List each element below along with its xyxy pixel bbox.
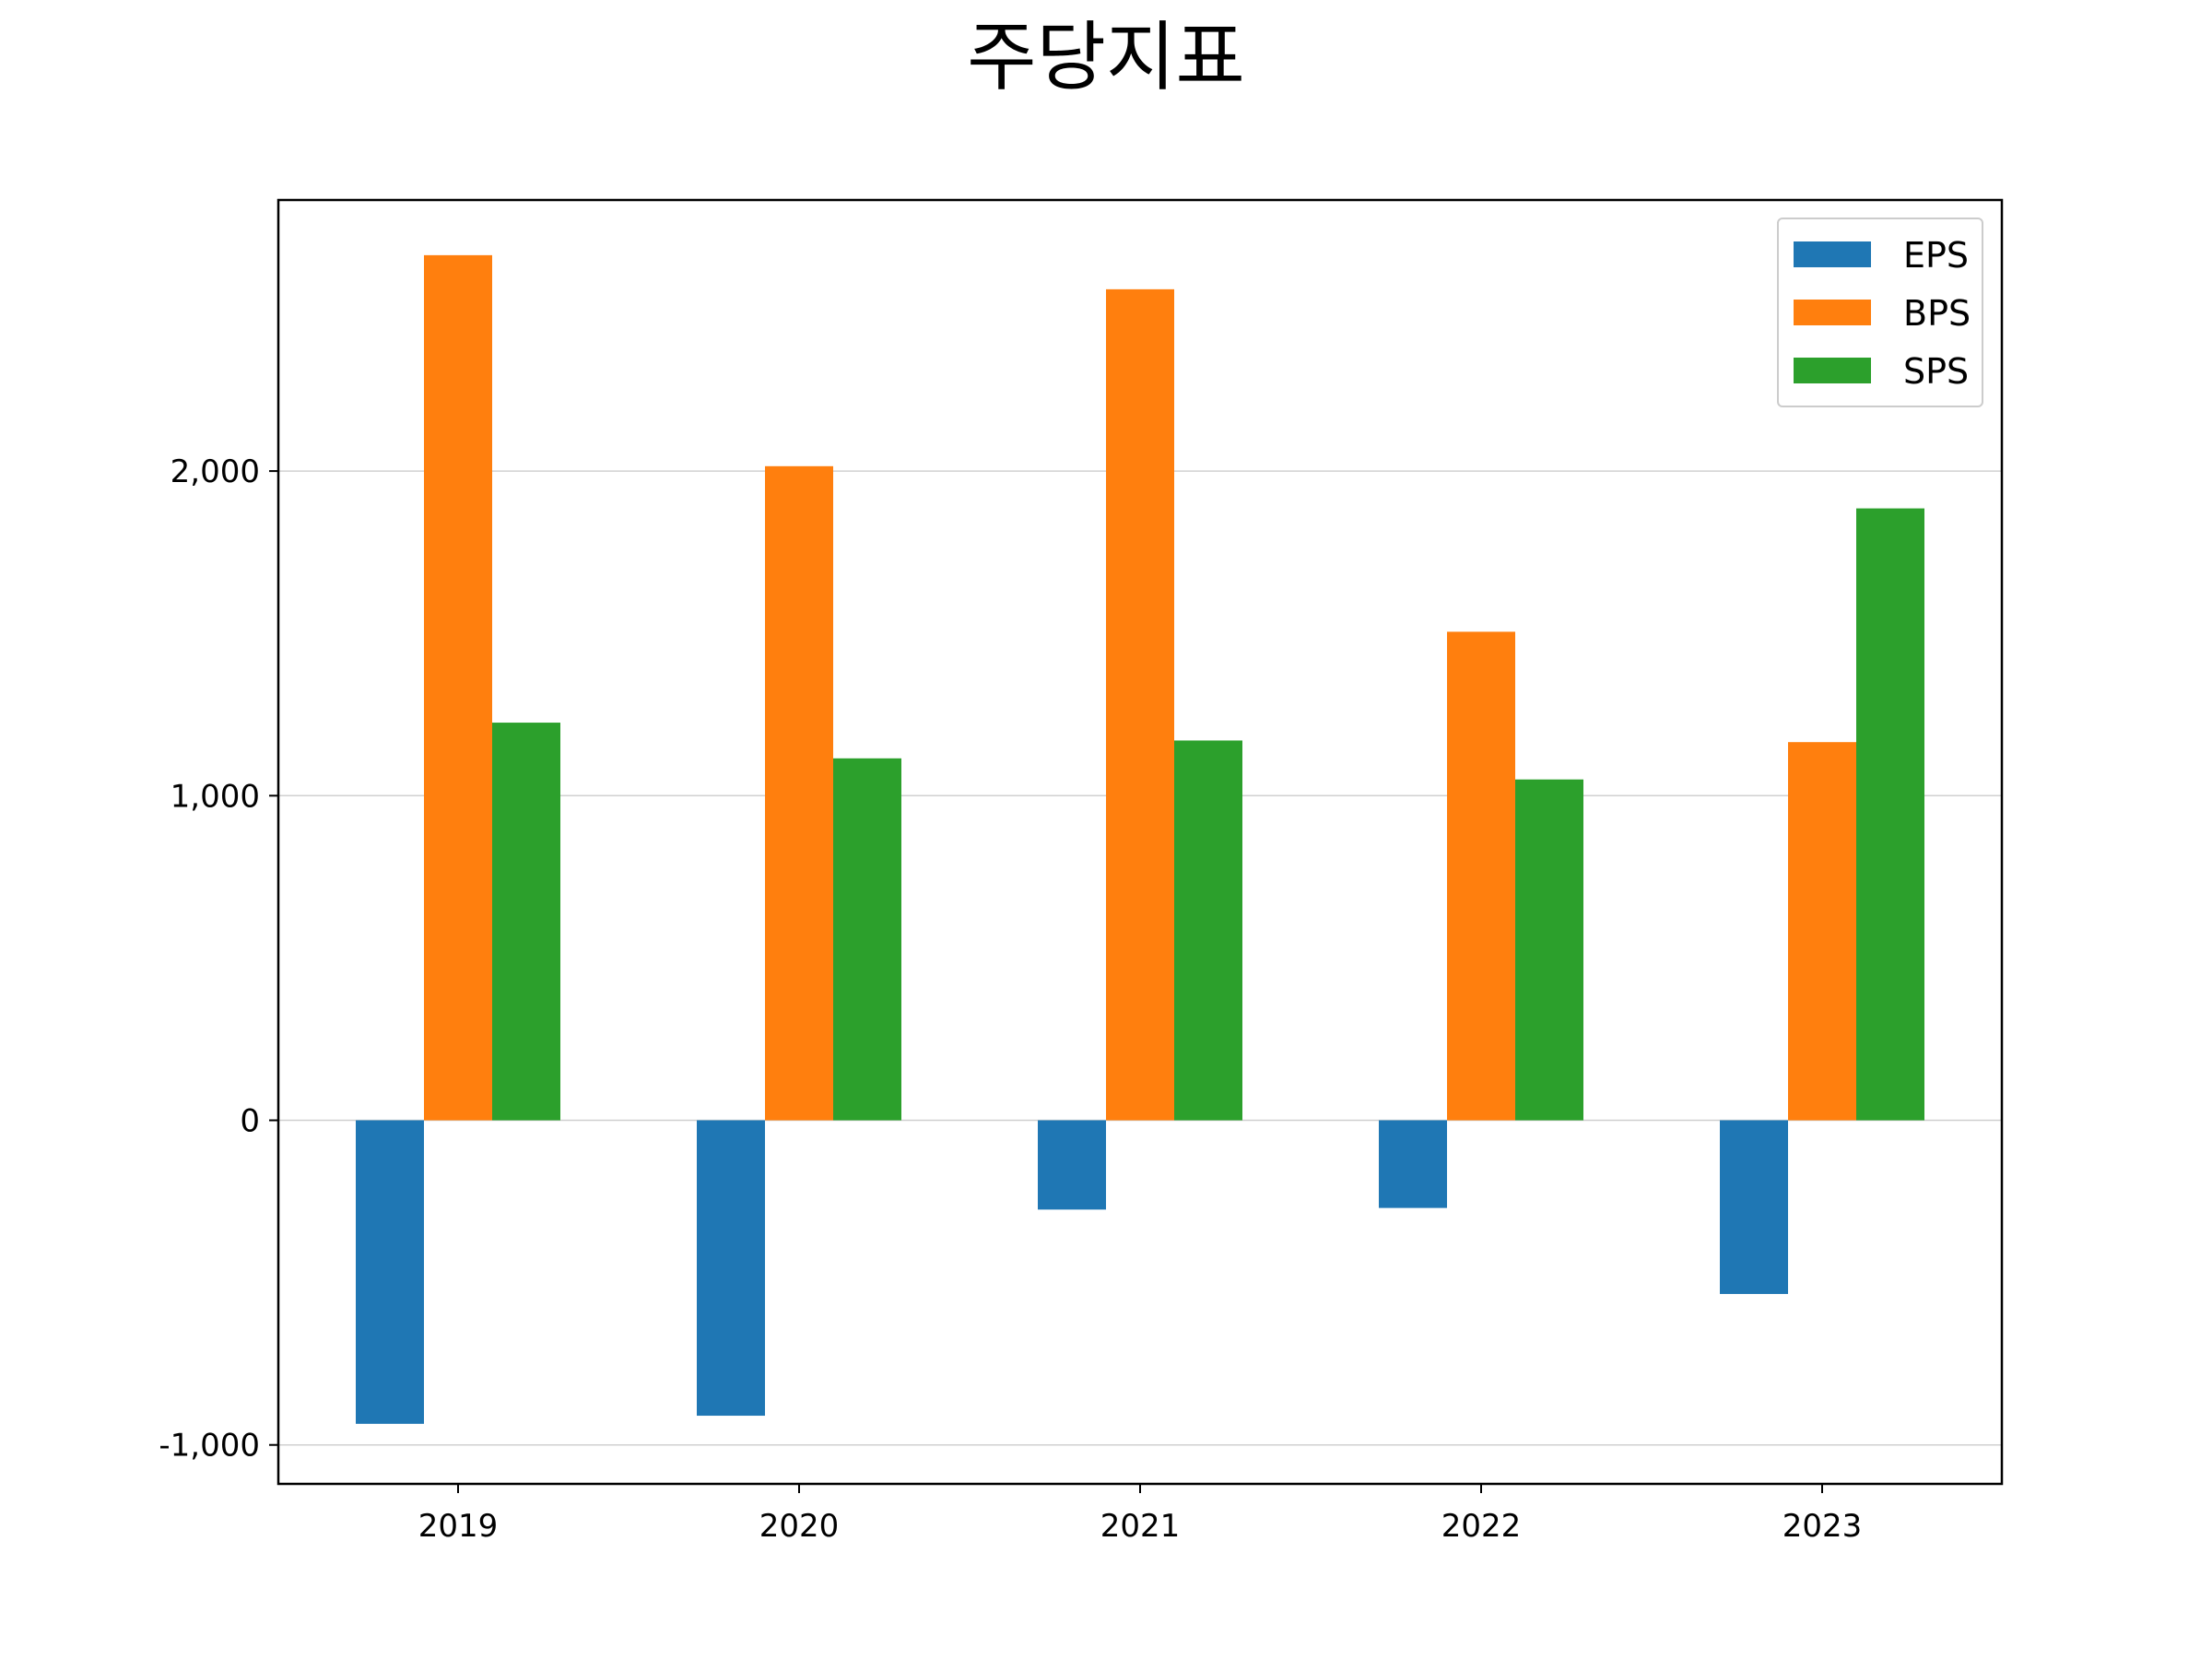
y-tick-label: 2,000 — [171, 453, 260, 490]
bar-eps-2020 — [697, 1120, 765, 1417]
bar-eps-2023 — [1720, 1120, 1788, 1294]
bar-eps-2019 — [356, 1120, 424, 1424]
y-tick-label: 0 — [240, 1103, 260, 1140]
bar-bps-2021 — [1106, 288, 1174, 1121]
legend-swatch-sps — [1794, 358, 1871, 383]
y-axis: -1,000 0 1,000 2,000 — [159, 453, 278, 1465]
legend-swatch-eps — [1794, 241, 1871, 267]
bar-eps-2022 — [1379, 1120, 1447, 1208]
x-axis: 2019 2020 2021 2022 2023 — [418, 1484, 1863, 1545]
bar-bps-2023 — [1788, 742, 1856, 1121]
x-tick-label: 2019 — [418, 1508, 499, 1545]
bars — [356, 254, 1924, 1424]
bar-bps-2022 — [1447, 631, 1515, 1121]
bar-sps-2022 — [1515, 779, 1583, 1121]
bar-sps-2020 — [833, 758, 901, 1121]
bar-eps-2021 — [1038, 1120, 1106, 1210]
legend-label-bps: BPS — [1903, 293, 1971, 334]
x-tick-label: 2021 — [1100, 1508, 1181, 1545]
legend-swatch-bps — [1794, 300, 1871, 325]
legend: EPS BPS SPS — [1777, 218, 1983, 407]
x-tick-label: 2023 — [1783, 1508, 1863, 1545]
x-tick-label: 2020 — [759, 1508, 840, 1545]
bar-bps-2019 — [424, 254, 492, 1121]
bar-sps-2021 — [1174, 740, 1242, 1121]
y-tick-label: -1,000 — [159, 1428, 260, 1465]
bar-sps-2019 — [492, 723, 560, 1121]
bar-bps-2020 — [765, 465, 833, 1121]
x-tick-label: 2022 — [1441, 1508, 1522, 1545]
chart-title: 주당지표 — [967, 14, 1245, 101]
y-tick-label: 1,000 — [171, 778, 260, 815]
legend-label-eps: EPS — [1903, 235, 1969, 276]
legend-label-sps: SPS — [1903, 351, 1969, 392]
bar-sps-2023 — [1856, 508, 1924, 1121]
